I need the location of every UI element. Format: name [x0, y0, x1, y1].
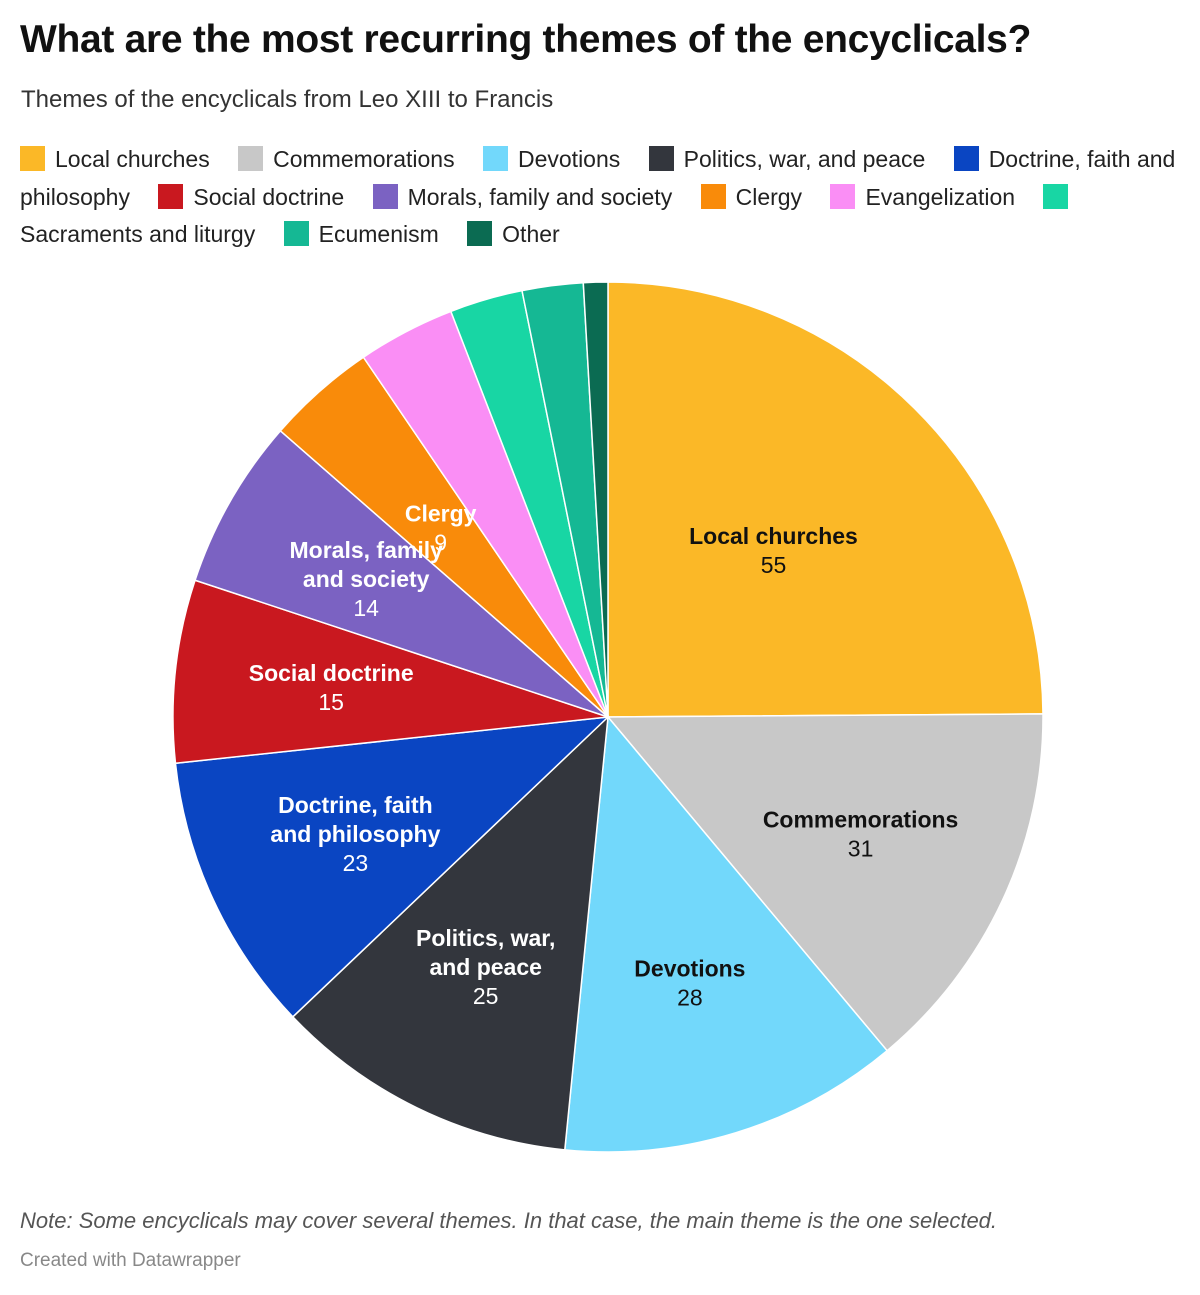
- legend-swatch: [467, 221, 493, 246]
- pie-slice: [291, 715, 609, 1151]
- legend-swatch: [700, 183, 726, 209]
- legend: Local churches Commemorations Devotions …: [20, 141, 1200, 254]
- legend-label: Other: [502, 221, 560, 247]
- slice-label-name: Devotions: [634, 956, 745, 982]
- slice-label-value: 9: [434, 530, 447, 556]
- legend-label: Local churches: [55, 146, 210, 172]
- legend-item: Other: [467, 221, 560, 247]
- legend-swatch: [953, 146, 979, 171]
- slice-label: Local churches 55: [689, 523, 858, 578]
- slice-label-name: Morals, family: [290, 537, 444, 563]
- legend-item: Local churches: [20, 146, 210, 172]
- legend-item: Clergy: [700, 183, 803, 210]
- pie-labels: Local churches 55 Commemorations 31 Devotion…: [249, 501, 959, 1011]
- chart-subtitle: Themes of the encyclicals from Leo XIII …: [21, 86, 554, 113]
- legend-label: Doctrine, faith and philosophy: [20, 146, 1176, 210]
- slice-label-name: Local churches: [689, 523, 858, 549]
- slice-label: Social doctrine 15: [249, 660, 414, 715]
- pie-slice: [606, 713, 1044, 1052]
- slice-label: Devotions 28: [634, 956, 745, 1011]
- slice-label-value: 25: [473, 983, 499, 1009]
- legend-label: Sacraments and liturgy: [20, 221, 256, 247]
- legend-label: Commemorations: [273, 146, 455, 172]
- slice-label-name: and philosophy: [270, 821, 440, 847]
- pie-slice: [172, 579, 609, 765]
- slice-label: Clergy 9: [405, 501, 477, 556]
- legend-swatch: [238, 146, 264, 171]
- pie-slice: [174, 716, 611, 1018]
- legend-item: Ecumenism: [283, 221, 439, 247]
- slice-label-value: 31: [848, 836, 874, 862]
- legend-label: Evangelization: [865, 183, 1016, 210]
- legend-label: Social doctrine: [193, 183, 345, 210]
- pie-slice: [582, 281, 609, 718]
- legend-swatch: [20, 146, 45, 171]
- pie-slices: [172, 281, 1044, 1153]
- legend-item: Sacraments and liturgy: [20, 183, 1078, 247]
- slice-label-name: Social doctrine: [249, 660, 414, 686]
- slice-label: Morals, family and society 14: [290, 537, 444, 621]
- slice-label-value: 15: [318, 689, 344, 715]
- pie-chart: Local churches 55 Commemorations 31 Devotion…: [172, 281, 1044, 1153]
- legend-swatch: [482, 146, 508, 171]
- legend-swatch: [648, 146, 674, 171]
- slice-label-value: 28: [677, 985, 703, 1011]
- legend-label: Politics, war, and peace: [683, 146, 926, 172]
- slice-label-name: and peace: [429, 954, 542, 980]
- slice-label-value: 23: [343, 850, 369, 876]
- slice-label-name: Politics, war,: [416, 925, 555, 951]
- legend-swatch: [1043, 183, 1069, 209]
- chart-note: Note: Some encyclicals may cover several…: [20, 1208, 998, 1233]
- chart-credit: Created with Datawrapper: [20, 1250, 241, 1271]
- slice-label-value: 14: [353, 595, 379, 621]
- legend-label: Clergy: [735, 183, 803, 210]
- slice-label-name: and society: [303, 566, 430, 592]
- legend-swatch: [283, 221, 309, 246]
- legend-item: Doctrine, faith and philosophy: [20, 146, 1175, 210]
- slice-label-name: Clergy: [405, 501, 477, 527]
- slice-label: Politics, war, and peace 25: [416, 925, 555, 1009]
- legend-swatch: [372, 183, 398, 209]
- legend-item: Devotions: [482, 146, 621, 172]
- chart-title: What are the most recurring themes of th…: [20, 18, 1032, 61]
- legend-item: Evangelization: [830, 183, 1016, 210]
- slice-label-name: Commemorations: [763, 807, 959, 833]
- pie-slice: [194, 429, 609, 718]
- slice-label: Commemorations 31: [763, 807, 959, 862]
- legend-swatch: [830, 183, 856, 209]
- legend-swatch: [158, 183, 184, 209]
- slice-label-name: Doctrine, faith: [278, 792, 433, 818]
- legend-item: Social doctrine: [158, 183, 345, 210]
- pie-slice: [607, 281, 1044, 718]
- slice-label-value: 55: [761, 552, 787, 578]
- legend-item: Politics, war, and peace: [648, 146, 926, 172]
- legend-label: Ecumenism: [318, 221, 439, 247]
- legend-item: Commemorations: [238, 146, 455, 172]
- slice-label: Doctrine, faith and philosophy 23: [270, 792, 440, 876]
- pie-slice: [563, 715, 889, 1153]
- legend-label: Devotions: [517, 146, 621, 172]
- legend-item: Morals, family and society: [372, 183, 673, 210]
- legend-label: Morals, family and society: [407, 183, 673, 210]
